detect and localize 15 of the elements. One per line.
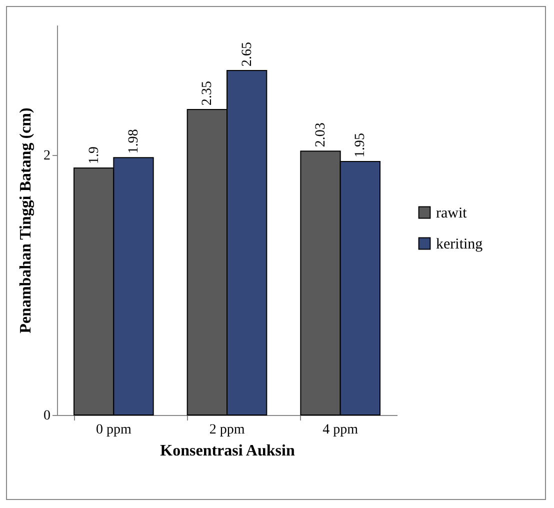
legend-label: rawit bbox=[436, 206, 468, 222]
data-label: 1.95 bbox=[353, 133, 368, 158]
x-axis-title: Konsentrasi Auksin bbox=[160, 442, 295, 460]
x-tick-label: 2 ppm bbox=[209, 422, 245, 438]
data-label: 2.65 bbox=[240, 42, 255, 66]
x-tick-label: 4 ppm bbox=[322, 422, 358, 438]
y-tick-label: 0 bbox=[44, 408, 50, 424]
data-label: 2.03 bbox=[314, 122, 328, 148]
data-label: 2.35 bbox=[200, 81, 216, 106]
x-tick-label: 0 ppm bbox=[96, 422, 132, 438]
legend-label: keriting bbox=[436, 236, 484, 252]
data-label: 1.98 bbox=[126, 129, 142, 154]
y-axis-title: Penambahan Tinggi Batang (cm) bbox=[18, 108, 34, 334]
y-tick-label: 2 bbox=[44, 148, 50, 164]
data-label: 1.9 bbox=[86, 146, 102, 164]
